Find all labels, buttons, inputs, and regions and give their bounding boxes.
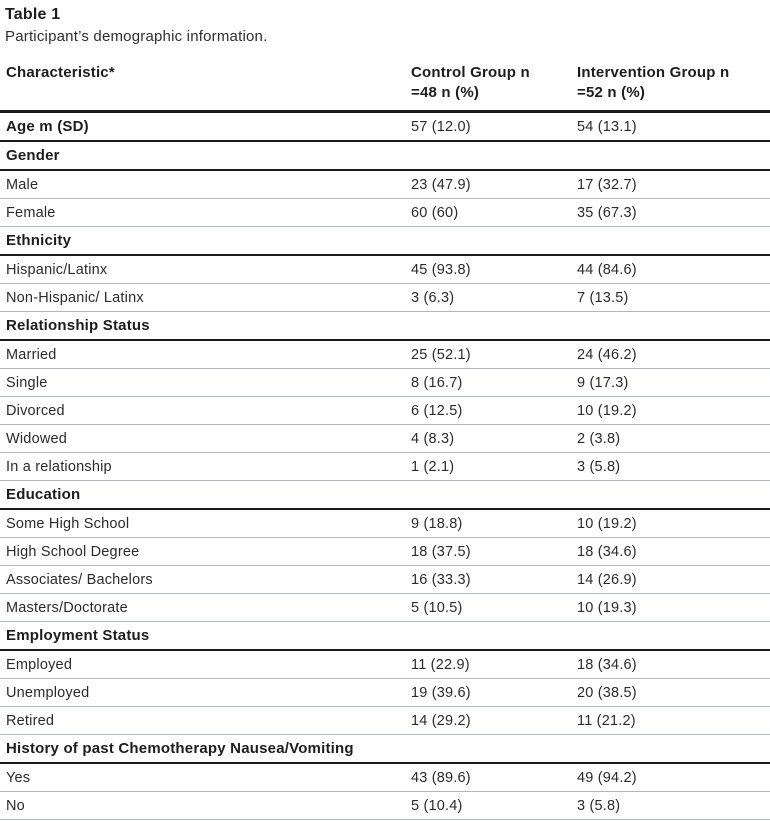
control-value: 57 (12.0) — [411, 118, 471, 135]
table-row: Unemployed 19 (39.6) 20 (38.5) — [0, 679, 770, 707]
row-label: Married — [6, 346, 57, 363]
intervention-value: 10 (19.2) — [577, 515, 637, 532]
row-label: Non-Hispanic/ Latinx — [6, 289, 144, 306]
table-row: Divorced 6 (12.5) 10 (19.2) — [0, 397, 770, 425]
table-row: Female 60 (60) 35 (67.3) — [0, 199, 770, 227]
section-row: Employment Status — [0, 622, 770, 651]
intervention-value: 44 (84.6) — [577, 261, 637, 278]
intervention-value: 3 (5.8) — [577, 458, 621, 475]
section-label: Gender — [6, 147, 60, 164]
section-label: Ethnicity — [6, 232, 72, 249]
intervention-value: 9 (17.3) — [577, 374, 629, 391]
row-label: Some High School — [6, 515, 130, 532]
table-row: Employed 11 (22.9) 18 (34.6) — [0, 651, 770, 679]
control-value: 45 (93.8) — [411, 261, 471, 278]
control-value: 4 (8.3) — [411, 430, 455, 447]
intervention-value: 18 (34.6) — [577, 543, 637, 560]
demographics-table: Characteristic* Control Group n =48 n (%… — [0, 63, 770, 820]
row-label: Retired — [6, 712, 55, 729]
intervention-value: 7 (13.5) — [577, 289, 629, 306]
control-value: 8 (16.7) — [411, 374, 463, 391]
row-label: Yes — [6, 769, 31, 786]
intervention-value: 2 (3.8) — [577, 430, 621, 447]
table-row: High School Degree 18 (37.5) 18 (34.6) — [0, 538, 770, 566]
control-value: 19 (39.6) — [411, 684, 471, 701]
table-row: No 5 (10.4) 3 (5.8) — [0, 792, 770, 820]
table-row: Masters/Doctorate 5 (10.5) 10 (19.3) — [0, 594, 770, 622]
section-label: Education — [6, 486, 81, 503]
control-value: 14 (29.2) — [411, 712, 471, 729]
table-row: Some High School 9 (18.8) 10 (19.2) — [0, 510, 770, 538]
table-body: Age m (SD) 57 (12.0) 54 (13.1) Gender Male 23… — [0, 113, 770, 820]
table-row: Married 25 (52.1) 24 (46.2) — [0, 341, 770, 369]
row-label: High School Degree — [6, 543, 140, 560]
control-value: 6 (12.5) — [411, 402, 463, 419]
control-value: 25 (52.1) — [411, 346, 471, 363]
control-value: 11 (22.9) — [411, 656, 470, 673]
intervention-value: 17 (32.7) — [577, 176, 637, 193]
control-value: 5 (10.5) — [411, 599, 463, 616]
intervention-value: 24 (46.2) — [577, 346, 637, 363]
column-header-intervention-group: Intervention Group n =52 n (%) — [577, 64, 730, 101]
intervention-value: 49 (94.2) — [577, 769, 637, 786]
table-row: Widowed 4 (8.3) 2 (3.8) — [0, 425, 770, 453]
control-value: 43 (89.6) — [411, 769, 471, 786]
table-row: Yes 43 (89.6) 49 (94.2) — [0, 764, 770, 792]
control-value: 16 (33.3) — [411, 571, 471, 588]
table-title: Table 1 — [5, 6, 61, 23]
table-row: Non-Hispanic/ Latinx 3 (6.3) 7 (13.5) — [0, 284, 770, 312]
section-label: History of past Chemotherapy Nausea/Vomi… — [6, 740, 354, 757]
table-row: Single 8 (16.7) 9 (17.3) — [0, 369, 770, 397]
row-label: Divorced — [6, 402, 65, 419]
section-row: Ethnicity — [0, 227, 770, 256]
control-value: 18 (37.5) — [411, 543, 471, 560]
row-label: Female — [6, 204, 56, 221]
section-label: Employment Status — [6, 627, 150, 644]
intervention-value: 14 (26.9) — [577, 571, 637, 588]
section-label: Relationship Status — [6, 317, 150, 334]
control-value: 1 (2.1) — [411, 458, 455, 475]
intervention-value: 11 (21.2) — [577, 712, 636, 729]
control-value: 3 (6.3) — [411, 289, 455, 306]
column-header-control-group: Control Group n =48 n (%) — [411, 64, 530, 101]
intervention-value: 20 (38.5) — [577, 684, 637, 701]
table-row: Age m (SD) 57 (12.0) 54 (13.1) — [0, 113, 770, 142]
table-row: Hispanic/Latinx 45 (93.8) 44 (84.6) — [0, 256, 770, 284]
row-label: Single — [6, 374, 48, 391]
table-subtitle: Participant’s demographic information. — [5, 28, 268, 45]
control-value: 23 (47.9) — [411, 176, 471, 193]
row-label: Employed — [6, 656, 73, 673]
row-label: Widowed — [6, 430, 68, 447]
intervention-value: 18 (34.6) — [577, 656, 637, 673]
table-caption: Table 1 Participant’s demographic inform… — [0, 5, 770, 46]
section-row: History of past Chemotherapy Nausea/Vomi… — [0, 735, 770, 764]
row-label: In a relationship — [6, 458, 112, 475]
row-label: Hispanic/Latinx — [6, 261, 108, 278]
section-row: Relationship Status — [0, 312, 770, 341]
row-label: Masters/Doctorate — [6, 599, 128, 616]
table-header-row: Characteristic* Control Group n =48 n (%… — [0, 63, 770, 113]
table-row: Male 23 (47.9) 17 (32.7) — [0, 171, 770, 199]
section-row: Education — [0, 481, 770, 510]
intervention-value: 35 (67.3) — [577, 204, 637, 221]
intervention-value: 54 (13.1) — [577, 118, 637, 135]
control-value: 60 (60) — [411, 204, 459, 221]
control-value: 5 (10.4) — [411, 797, 463, 814]
table-row: Retired 14 (29.2) 11 (21.2) — [0, 707, 770, 735]
section-row: Gender — [0, 142, 770, 171]
control-value: 9 (18.8) — [411, 515, 463, 532]
row-label: Age m (SD) — [6, 118, 89, 135]
row-label: Unemployed — [6, 684, 90, 701]
intervention-value: 10 (19.3) — [577, 599, 637, 616]
column-header-characteristic: Characteristic* — [6, 64, 115, 81]
row-label: No — [6, 797, 25, 814]
intervention-value: 3 (5.8) — [577, 797, 621, 814]
intervention-value: 10 (19.2) — [577, 402, 637, 419]
row-label: Male — [6, 176, 39, 193]
table-row: In a relationship 1 (2.1) 3 (5.8) — [0, 453, 770, 481]
row-label: Associates/ Bachelors — [6, 571, 153, 588]
table-row: Associates/ Bachelors 16 (33.3) 14 (26.9) — [0, 566, 770, 594]
